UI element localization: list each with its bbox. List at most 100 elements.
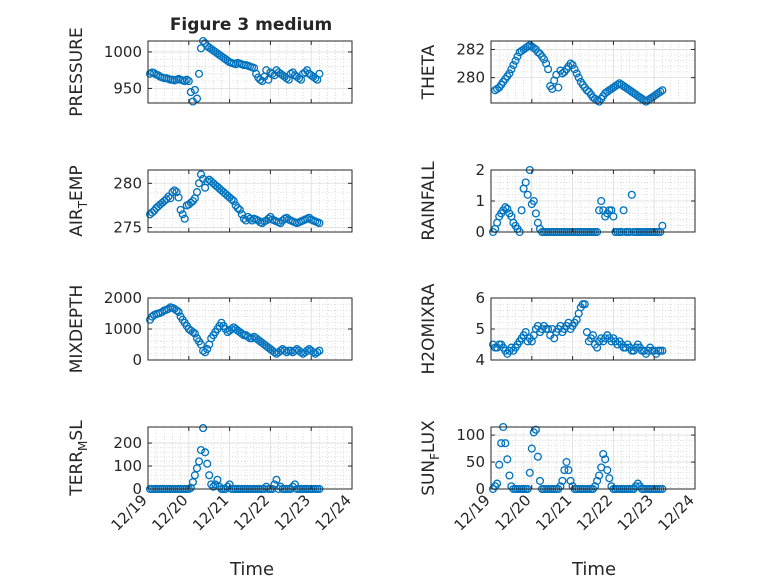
data-point xyxy=(539,55,549,64)
data-point xyxy=(194,69,204,78)
data-point xyxy=(239,214,248,223)
data-point xyxy=(211,480,220,489)
data-point xyxy=(168,188,177,197)
y-tick-label: 50 xyxy=(466,453,485,471)
data-point xyxy=(196,170,206,179)
data-point xyxy=(192,94,202,103)
data-point xyxy=(497,439,506,448)
y-tick-label: 200 xyxy=(113,434,142,452)
data-point xyxy=(574,73,583,82)
y-tick-label: 950 xyxy=(113,79,142,97)
data-point xyxy=(531,425,540,434)
data-point xyxy=(560,466,569,475)
data-point xyxy=(196,445,206,455)
data-point xyxy=(231,60,240,69)
data-point xyxy=(564,466,573,475)
data-point xyxy=(237,329,246,338)
data-point xyxy=(605,474,614,483)
data-point xyxy=(580,300,589,309)
data-point xyxy=(501,203,510,212)
data-point xyxy=(582,328,591,337)
data-point xyxy=(562,457,571,467)
data-point xyxy=(603,466,612,475)
data-point xyxy=(566,59,575,68)
major-grid xyxy=(148,427,352,489)
data-point xyxy=(194,457,204,466)
data-point xyxy=(517,206,526,215)
data-point xyxy=(315,346,324,355)
major-grid xyxy=(148,41,352,103)
y-axis-label: SUNFLUX xyxy=(419,420,442,496)
y-axis-label: PRESSURE xyxy=(67,27,87,116)
subplot-h2omixra: 4 5 6 H2OMIXRA xyxy=(419,283,696,375)
data-point xyxy=(531,209,540,218)
axes-box xyxy=(147,169,353,233)
data-point xyxy=(262,66,271,75)
data-point xyxy=(190,329,199,338)
data-point xyxy=(521,178,530,187)
subplot-theta: 280 282 THETA xyxy=(419,40,696,106)
figure-title: Figure 3 medium xyxy=(170,15,332,35)
subplot-mixdepth: 0 1000 2000 MIXDEPTH xyxy=(67,285,353,373)
data-point xyxy=(199,424,208,433)
y-axis-label: TERRMSL xyxy=(67,420,90,497)
data-point xyxy=(593,96,602,105)
data-point xyxy=(590,482,600,491)
y-tick-label: 1 xyxy=(475,192,485,210)
data-point xyxy=(658,86,667,95)
data-point xyxy=(493,84,502,93)
y-tick-label: 0 xyxy=(475,223,485,241)
y-tick-label: 0 xyxy=(132,351,142,369)
y-tick-label: 280 xyxy=(113,174,142,192)
data-point xyxy=(558,69,567,78)
data-point xyxy=(243,332,253,341)
data-point xyxy=(290,480,299,489)
data-point xyxy=(533,48,542,57)
data-point xyxy=(190,85,199,94)
subplot-rainfall: 0 1 2 RAINFALL xyxy=(419,161,696,241)
data-point xyxy=(597,196,606,206)
data-series xyxy=(145,170,324,228)
data-point xyxy=(282,74,291,83)
data-point xyxy=(258,219,267,228)
data-point xyxy=(172,306,181,315)
y-axis-label: THETA xyxy=(419,44,439,100)
data-point xyxy=(656,87,665,96)
y-tick-label: 5 xyxy=(475,320,485,338)
data-point xyxy=(556,482,565,491)
data-point xyxy=(282,348,291,357)
y-tick-label: 2 xyxy=(475,161,485,179)
data-point xyxy=(311,74,320,83)
data-point xyxy=(595,206,604,215)
data-point xyxy=(627,190,636,199)
data-point xyxy=(305,213,314,222)
data-series xyxy=(491,41,667,106)
data-point xyxy=(529,196,538,206)
data-point xyxy=(170,186,179,195)
data-point xyxy=(209,482,218,491)
data-point xyxy=(174,307,183,316)
data-point xyxy=(313,348,322,357)
y-tick-label: 100 xyxy=(113,457,142,475)
data-point xyxy=(148,208,157,217)
y-tick-label: 1000 xyxy=(104,320,142,338)
data-point xyxy=(572,69,581,78)
data-point xyxy=(148,312,157,321)
data-point xyxy=(501,439,510,448)
data-point xyxy=(527,444,536,453)
data-point xyxy=(566,476,575,485)
data-point xyxy=(523,190,532,199)
data-point xyxy=(544,65,553,74)
data-point xyxy=(554,83,563,92)
axes-box xyxy=(147,426,353,490)
data-point xyxy=(207,480,216,489)
data-point xyxy=(180,214,189,223)
data-point xyxy=(582,86,591,95)
data-series xyxy=(145,303,324,358)
data-point xyxy=(164,304,173,313)
data-point xyxy=(533,452,542,461)
data-point xyxy=(180,77,189,86)
y-axis-label: RAINFALL xyxy=(419,161,439,241)
data-point xyxy=(272,475,281,484)
data-point xyxy=(194,179,204,188)
